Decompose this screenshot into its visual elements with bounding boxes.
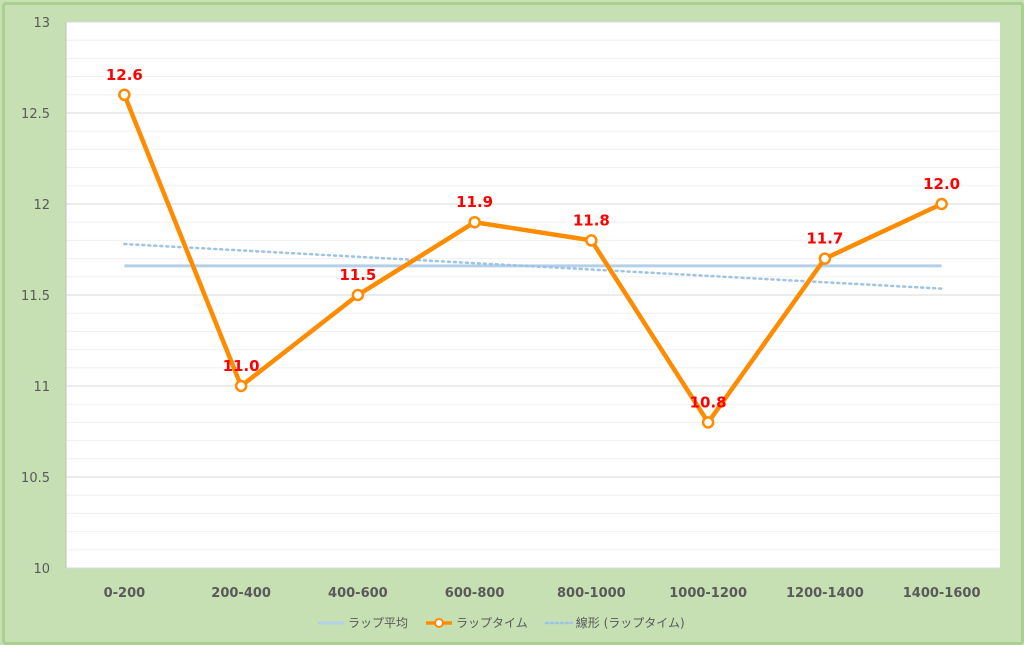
y-tick-label: 12 (33, 198, 50, 213)
x-tick-label: 200-400 (211, 586, 271, 601)
legend-label: ラップタイム (456, 616, 528, 630)
data-label: 11.0 (223, 357, 260, 375)
lap-time-marker (234, 379, 248, 393)
legend-lap-time-marker (434, 618, 445, 628)
x-tick-label: 1400-1600 (903, 586, 981, 601)
trend-line (123, 242, 943, 290)
y-tick-label: 12.5 (21, 107, 50, 122)
data-label: 11.8 (573, 211, 610, 229)
data-label: 11.5 (339, 266, 376, 284)
y-tick-label: 13 (33, 16, 50, 31)
data-label: 10.8 (690, 393, 727, 411)
lap-time-marker (935, 197, 948, 211)
data-label: 11.7 (806, 230, 843, 248)
x-tick-label: 800-1000 (557, 586, 626, 601)
x-tick-label: 400-600 (328, 586, 388, 601)
legend: ラップ平均 ラップタイム 線形 (ラップタイム) (318, 615, 685, 630)
lap-time-marker (585, 234, 598, 247)
gridlines (66, 21, 1000, 569)
legend-label: ラップ平均 (348, 616, 408, 630)
data-label: 12.0 (923, 175, 960, 193)
lap-time-marker (701, 416, 715, 429)
lap-time-line (122, 93, 943, 425)
lap-time-marker (468, 215, 481, 229)
data-label: 11.9 (456, 193, 493, 211)
data-label: 12.6 (106, 66, 143, 84)
legend-label: 線形 (ラップタイム) (576, 615, 685, 630)
x-tick-label: 600-800 (445, 586, 505, 601)
data-labels: 12.6 11.0 11.5 11.9 11.8 10.8 11.7 12.0 (106, 66, 960, 412)
lap-time-marker (118, 88, 131, 102)
x-axis: 0-200 200-400 400-600 600-800 800-1000 1000-1… (104, 586, 981, 601)
y-tick-label: 10 (33, 562, 50, 577)
lap-time-marker (351, 288, 365, 302)
x-tick-label: 0-200 (104, 586, 146, 601)
series-layer (118, 88, 948, 429)
x-tick-label: 1000-1200 (669, 586, 747, 601)
y-tick-label: 10.5 (21, 471, 50, 486)
x-tick-label: 1200-1400 (786, 586, 864, 601)
lap-time-marker (818, 252, 832, 265)
y-axis: 10 10.5 11 11.5 12 12.5 13 (21, 16, 67, 577)
y-tick-label: 11.5 (21, 289, 50, 304)
y-tick-label: 11 (33, 380, 50, 395)
